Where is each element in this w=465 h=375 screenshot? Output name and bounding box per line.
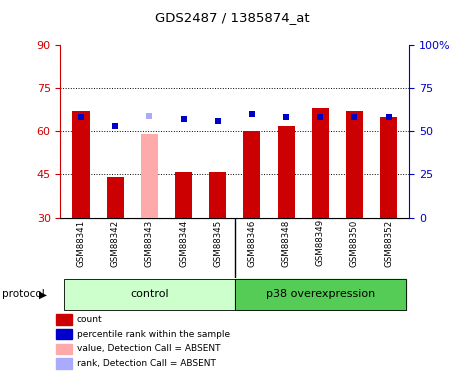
Text: GSM88349: GSM88349 [316, 219, 325, 266]
Text: ▶: ▶ [39, 290, 46, 299]
Text: GSM88344: GSM88344 [179, 219, 188, 267]
Text: GSM88350: GSM88350 [350, 219, 359, 267]
Text: GDS2487 / 1385874_at: GDS2487 / 1385874_at [155, 11, 310, 24]
Text: protocol: protocol [2, 290, 45, 299]
Text: GSM88348: GSM88348 [282, 219, 291, 267]
Bar [64, 279, 235, 310]
Text: control: control [130, 289, 169, 299]
Bar [106, 177, 124, 218]
Bar [73, 111, 89, 218]
Bar [64, 279, 235, 310]
Bar [175, 171, 192, 217]
Bar [346, 111, 363, 218]
Bar [235, 279, 406, 310]
Bar [141, 134, 158, 218]
Bar [56, 358, 72, 369]
Bar [209, 171, 226, 217]
Text: GSM88341: GSM88341 [76, 219, 86, 267]
Bar [380, 117, 397, 218]
Bar [235, 279, 406, 310]
Text: GSM88343: GSM88343 [145, 219, 154, 267]
Text: GSM88345: GSM88345 [213, 219, 222, 267]
Bar [243, 131, 260, 218]
Bar [278, 126, 295, 218]
Text: p38 overexpression: p38 overexpression [266, 289, 375, 299]
Bar [56, 344, 72, 354]
Text: percentile rank within the sample: percentile rank within the sample [77, 330, 230, 339]
Text: GSM88352: GSM88352 [384, 219, 393, 267]
Text: value, Detection Call = ABSENT: value, Detection Call = ABSENT [77, 344, 220, 353]
Bar [56, 314, 72, 325]
Text: GSM88342: GSM88342 [111, 219, 120, 267]
Bar [56, 329, 72, 339]
Text: GSM88346: GSM88346 [247, 219, 256, 267]
Text: rank, Detection Call = ABSENT: rank, Detection Call = ABSENT [77, 359, 216, 368]
Bar [312, 108, 329, 217]
Text: count: count [77, 315, 102, 324]
